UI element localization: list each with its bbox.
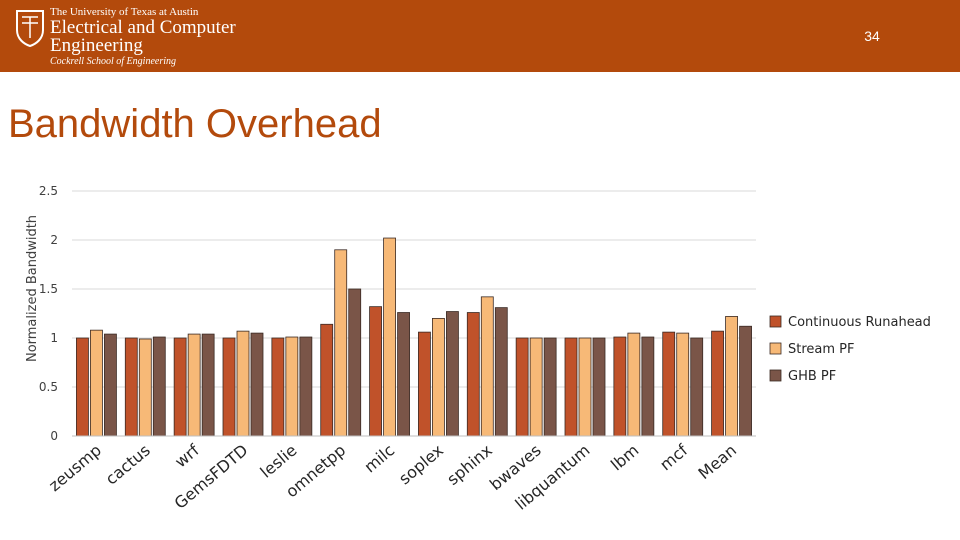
bar-stream-pf (432, 317, 445, 437)
bar-stream-pf (480, 296, 494, 437)
bar-continuous-runahead (662, 331, 676, 437)
category-label: soplex (395, 441, 447, 489)
bar-stream-pf (285, 336, 299, 437)
logo-department-line1: Electrical and Computer (50, 17, 236, 38)
bar-ghb-pf (104, 333, 117, 437)
bar-ghb-pf (446, 311, 459, 437)
logo-school: Cockrell School of Engineering (50, 56, 176, 67)
logo-text: The University of Texas at Austin Electr… (50, 6, 236, 68)
bar-stream-pf (676, 332, 690, 437)
logo-university: The University of Texas at Austin (50, 6, 199, 18)
legend-swatch-ghb-pf (769, 369, 782, 382)
category-label: leslie (257, 441, 301, 482)
bar-stream-pf (725, 316, 738, 437)
y-tick-label: 1 (50, 331, 58, 345)
y-axis-title: Normalized Bandwidth (25, 215, 40, 362)
bar-continuous-runahead (271, 337, 285, 437)
bar-continuous-runahead (173, 337, 187, 437)
slide-title: Bandwidth Overhead (8, 102, 382, 146)
bar-stream-pf (529, 337, 543, 437)
bar-ghb-pf (739, 325, 752, 437)
bar-stream-pf (578, 337, 592, 437)
bar-stream-pf (627, 332, 641, 437)
bar-stream-pf (236, 330, 250, 437)
bar-stream-pf (138, 338, 152, 437)
bar-continuous-runahead (76, 337, 89, 437)
bar-stream-pf (90, 329, 103, 437)
legend-swatch-stream-pf (769, 342, 782, 355)
y-tick-label: 0.5 (39, 380, 58, 394)
bar-ghb-pf (641, 336, 655, 437)
bar-continuous-runahead (124, 337, 138, 437)
bar-continuous-runahead (418, 331, 431, 437)
bar-ghb-pf (397, 312, 410, 437)
bar-continuous-runahead (369, 306, 382, 437)
bar-ghb-pf (152, 336, 166, 437)
category-label: mcf (656, 440, 691, 474)
bar-ghb-pf (494, 307, 508, 437)
legend-label: GHB PF (788, 369, 836, 384)
bar-continuous-runahead (613, 336, 627, 437)
category-label: lbm (607, 441, 642, 475)
legend-swatch-continuous-runahead (769, 315, 782, 328)
bar-continuous-runahead (320, 323, 334, 437)
bar-continuous-runahead (466, 312, 480, 437)
bandwidth-chart: 0 0.5 1 1.5 2 2.5 Normalized Bandwidth zeusmpca… (25, 184, 931, 514)
bar-continuous-runahead (711, 330, 724, 437)
category-label: wrf (171, 440, 203, 471)
bar-continuous-runahead (515, 337, 529, 437)
category-label: cactus (102, 441, 154, 489)
bar-ghb-pf (299, 336, 313, 437)
bar-ghb-pf (201, 333, 215, 437)
header-bar: The University of Texas at Austin Electr… (0, 0, 960, 72)
slide-number: 34 (864, 28, 880, 44)
bar-ghb-pf (543, 337, 557, 437)
bar-stream-pf (334, 249, 348, 437)
y-tick-label: 0 (50, 429, 58, 443)
category-label: milc (360, 441, 398, 477)
category-label: zeusmp (45, 441, 105, 496)
legend-label: Continuous Runahead (788, 315, 931, 330)
bar-ghb-pf (592, 337, 606, 437)
bar-stream-pf (383, 237, 396, 437)
bar-stream-pf (187, 333, 201, 437)
bar-ghb-pf (690, 337, 704, 437)
y-tick-label: 1.5 (39, 282, 58, 296)
logo-department-line2: Engineering (50, 35, 143, 56)
bar-continuous-runahead (564, 337, 578, 437)
legend-label: Stream PF (788, 342, 855, 357)
category-label: Mean (695, 441, 741, 484)
y-tick-label: 2 (50, 233, 58, 247)
bar-ghb-pf (250, 332, 264, 437)
bar-continuous-runahead (222, 337, 236, 437)
ut-seal-icon (16, 10, 44, 48)
y-tick-label: 2.5 (39, 184, 58, 198)
bar-ghb-pf (348, 288, 362, 437)
